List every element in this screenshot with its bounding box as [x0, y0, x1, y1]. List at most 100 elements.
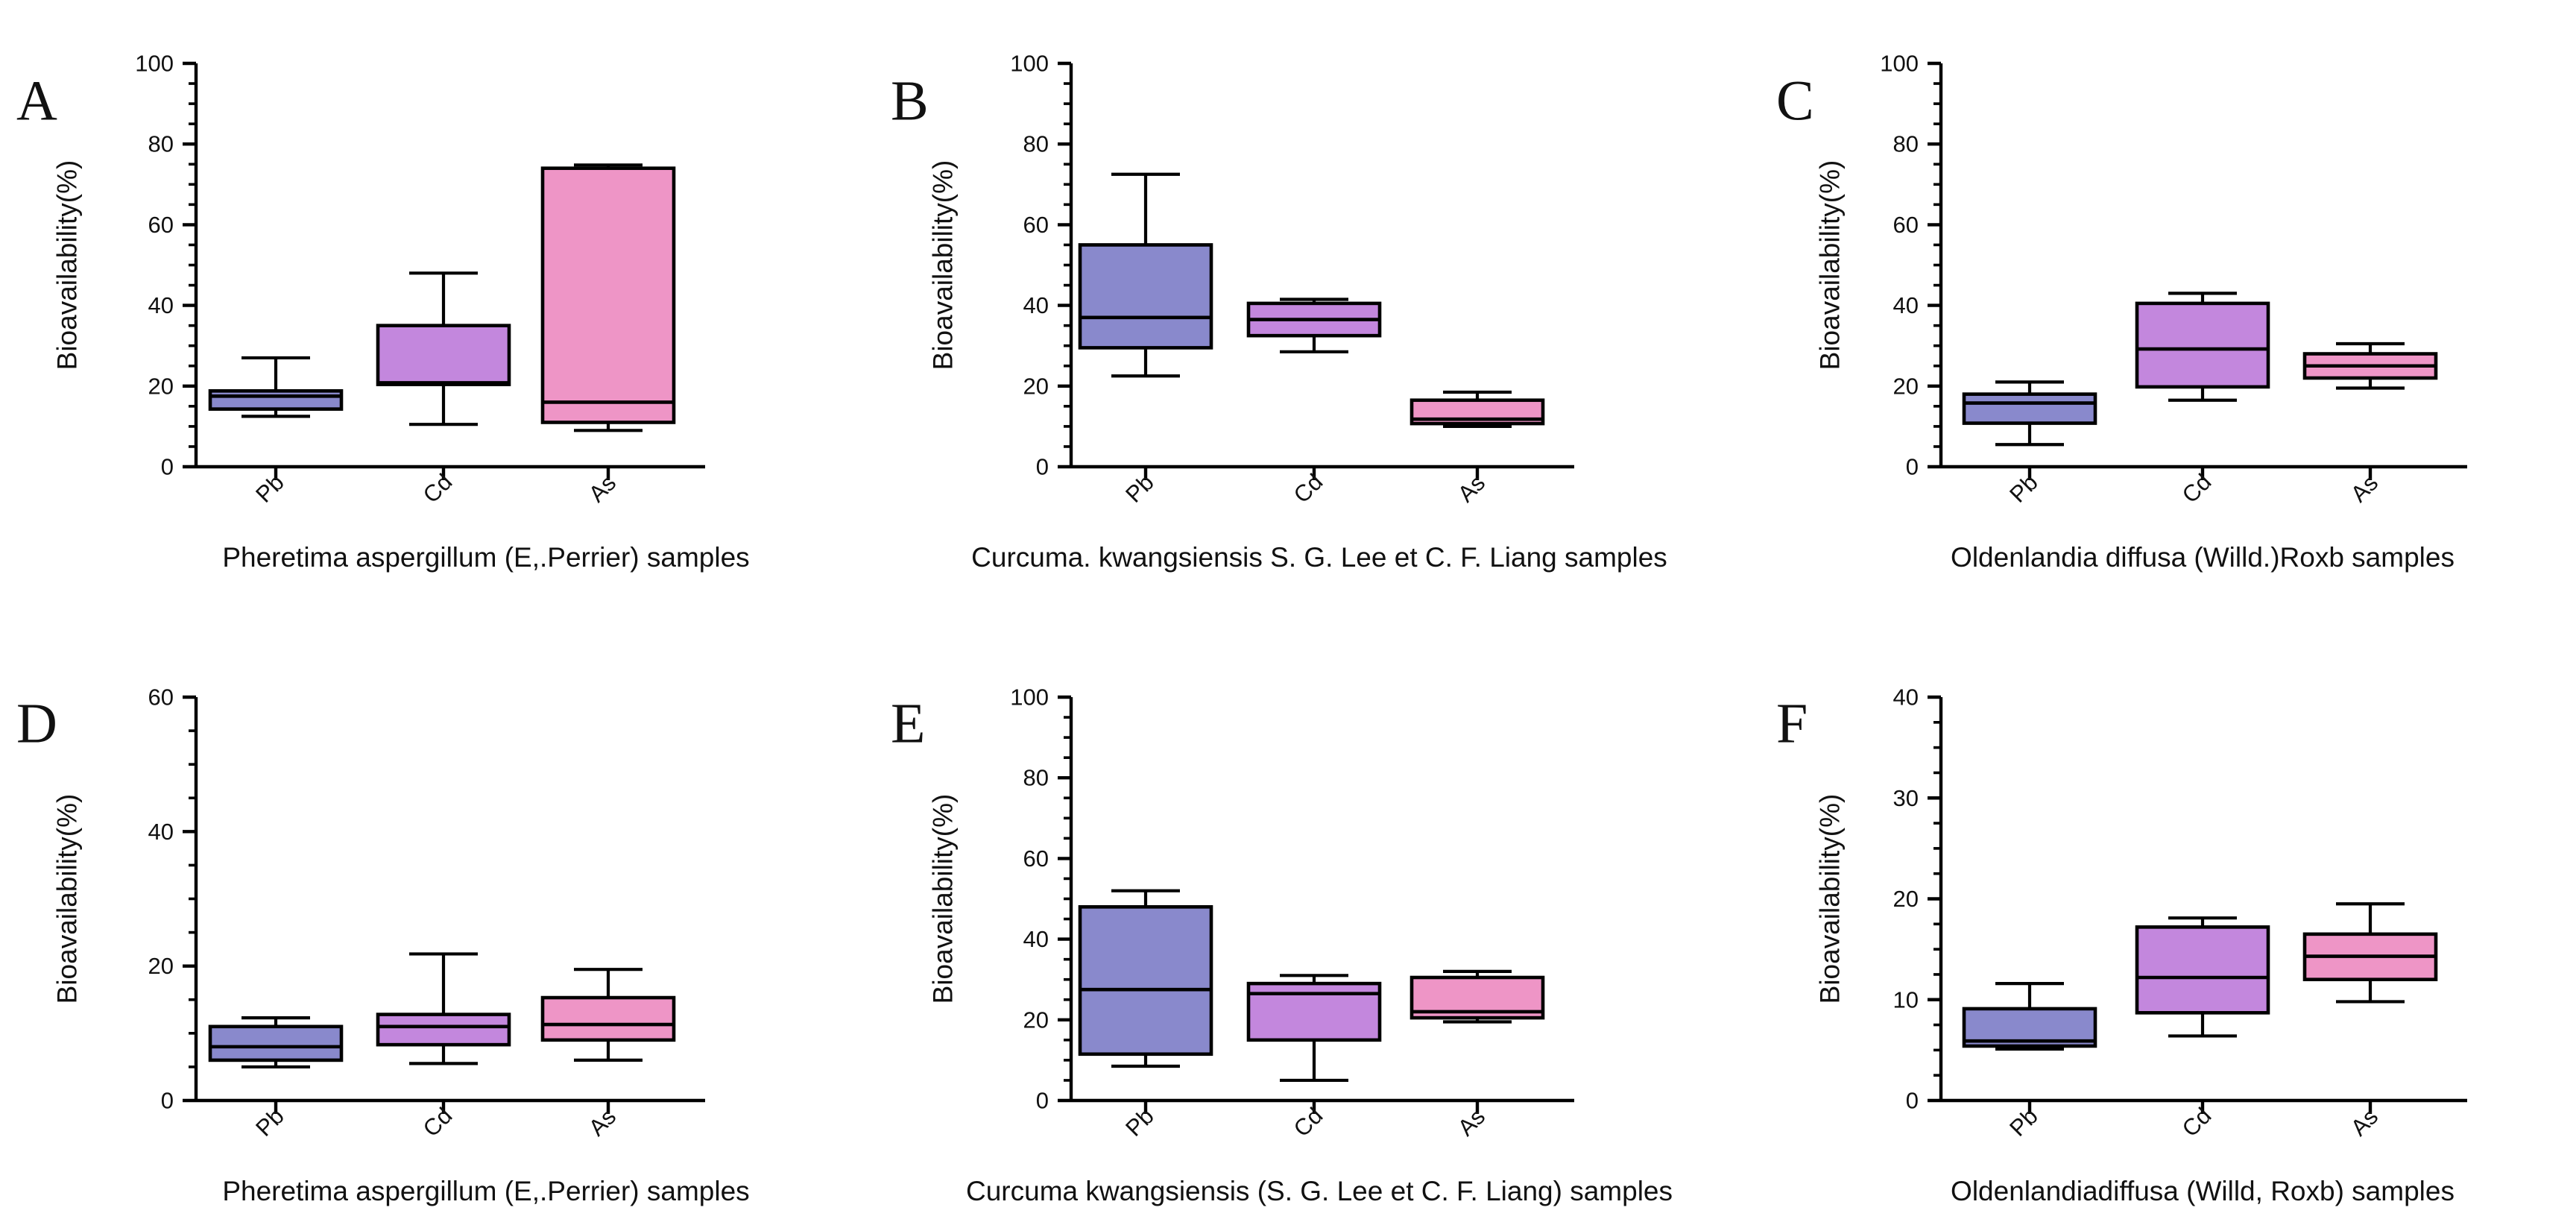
y-tick-label: 20: [148, 373, 174, 399]
y-tick-label: 0: [1906, 454, 1919, 480]
y-tick-label: 40: [148, 292, 174, 318]
x-tick-label-as: As: [1453, 470, 1490, 507]
box-pb: [1962, 380, 2097, 447]
x-tick-label-as: As: [584, 470, 621, 507]
panel-letter: D: [16, 693, 57, 755]
box-cd: [376, 952, 511, 1065]
y-axis-label: Bioavailability(%): [52, 794, 83, 1004]
y-axis-label: Bioavailability(%): [1815, 160, 1846, 371]
y-tick-label: 80: [1023, 765, 1049, 791]
panel-letter: E: [891, 693, 925, 755]
iqr-box: [1962, 392, 2097, 425]
panel-letter: A: [16, 70, 57, 133]
box-as: [2302, 341, 2438, 390]
box-pb: [1962, 982, 2097, 1051]
y-tick-label: 60: [148, 684, 174, 711]
y-tick-label: 20: [1023, 373, 1049, 399]
y-tick-label: 60: [1893, 212, 1919, 238]
y-tick-label: 20: [1893, 886, 1919, 912]
box-as: [540, 163, 676, 432]
y-tick-label: 20: [148, 953, 174, 979]
y-tick-label: 80: [1023, 131, 1049, 157]
iqr-box: [1078, 243, 1213, 350]
x-tick-label-as: As: [2346, 1103, 2383, 1141]
y-tick-label: 10: [1893, 986, 1919, 1013]
y-tick-label: 40: [1023, 292, 1049, 318]
x-tick-label-pb: Pb: [250, 469, 289, 508]
iqr-box: [2135, 925, 2270, 1015]
box-as: [1409, 969, 1545, 1024]
box-cd: [1246, 974, 1382, 1083]
x-axis-label: Oldenlandiadiffusa (Willd, Roxb) samples: [1951, 1176, 2455, 1206]
panel-b: B 0 20 40 60 80 100 Bioavailability(%) Curcuma. …: [891, 51, 1667, 573]
y-tick-label: 0: [1036, 1088, 1049, 1114]
panel-letter: B: [891, 70, 929, 133]
box-cd: [376, 271, 511, 426]
iqr-box: [376, 324, 511, 386]
y-tick-label: 60: [1023, 212, 1049, 238]
x-tick-label-cd: Cd: [2177, 1103, 2217, 1142]
panel-e: E 0 20 40 60 80 100 Bioavailability(%) Curcuma k…: [891, 684, 1673, 1207]
y-tick-label: 60: [148, 212, 174, 238]
y-tick-label: 30: [1893, 785, 1919, 811]
iqr-box: [540, 995, 676, 1042]
y-tick-label: 80: [1893, 131, 1919, 157]
iqr-box: [2135, 301, 2270, 389]
box-cd: [1246, 297, 1382, 353]
x-tick-label-pb: Pb: [2004, 1103, 2043, 1142]
x-axis-label: Curcuma. kwangsiensis S. G. Lee et C. F.…: [971, 542, 1667, 573]
panel-c: C 0 20 40 60 80 100 Bioavailability(%) Oldenland…: [1776, 51, 2467, 573]
iqr-box: [208, 388, 344, 411]
iqr-box: [208, 1024, 344, 1062]
y-tick-label: 40: [148, 819, 174, 845]
x-tick-label-pb: Pb: [1120, 469, 1159, 508]
y-tick-label: 20: [1023, 1007, 1049, 1033]
y-tick-label: 40: [1023, 926, 1049, 952]
x-tick-label-as: As: [1453, 1103, 1490, 1141]
y-axis-label: Bioavailability(%): [52, 160, 83, 371]
y-tick-label: 100: [1010, 684, 1049, 711]
box-as: [1409, 390, 1545, 429]
x-tick-label-cd: Cd: [418, 1103, 458, 1142]
box-pb: [208, 1016, 344, 1069]
y-tick-label: 0: [161, 1088, 174, 1114]
x-axis-label: Pheretima aspergillum (E,.Perrier) sampl…: [222, 1176, 749, 1206]
y-tick-label: 0: [161, 454, 174, 480]
y-tick-label: 80: [148, 131, 174, 157]
x-tick-label-as: As: [2346, 470, 2383, 507]
x-tick-label-pb: Pb: [250, 1103, 289, 1142]
panel-d: D 0 20 40 60 Bioavailability(%) Pheretima aspe…: [16, 684, 750, 1207]
box-cd: [2135, 916, 2270, 1038]
x-tick-label-cd: Cd: [2177, 469, 2217, 508]
x-tick-label-pb: Pb: [1120, 1103, 1159, 1142]
y-tick-label: 0: [1036, 454, 1049, 480]
iqr-box: [540, 166, 676, 424]
x-tick-label-cd: Cd: [1289, 1103, 1328, 1142]
iqr-box: [376, 1013, 511, 1047]
y-tick-label: 40: [1893, 684, 1919, 711]
y-tick-label: 0: [1906, 1088, 1919, 1114]
y-tick-label: 100: [1880, 51, 1919, 77]
iqr-box: [1078, 905, 1213, 1057]
y-axis-label: Bioavailability(%): [1815, 794, 1846, 1004]
box-pb: [1078, 172, 1213, 378]
y-axis-label: Bioavailability(%): [928, 794, 959, 1004]
y-axis-label: Bioavailability(%): [928, 160, 959, 371]
panel-letter: C: [1776, 70, 1814, 133]
y-tick-label: 100: [1010, 51, 1049, 77]
y-tick-label: 100: [135, 51, 174, 77]
box-as: [540, 968, 676, 1062]
x-axis-label: Pheretima aspergillum (E,.Perrier) sampl…: [222, 542, 749, 573]
box-pb: [1078, 889, 1213, 1068]
y-tick-label: 60: [1023, 846, 1049, 872]
x-axis-label: Curcuma kwangsiensis (S. G. Lee et C. F.…: [966, 1176, 1673, 1206]
panel-a: A 0 20 40 60 80 100 Bioavailability(%) Pheretima…: [16, 51, 750, 573]
box-cd: [2135, 292, 2270, 402]
box-as: [2302, 902, 2438, 1004]
x-tick-label-pb: Pb: [2004, 469, 2043, 508]
x-tick-label-cd: Cd: [1289, 469, 1328, 508]
panel-letter: F: [1776, 693, 1808, 755]
box-pb: [208, 356, 344, 418]
x-axis-label: Oldenlandia diffusa (Willd.)Roxb samples: [1951, 542, 2455, 573]
